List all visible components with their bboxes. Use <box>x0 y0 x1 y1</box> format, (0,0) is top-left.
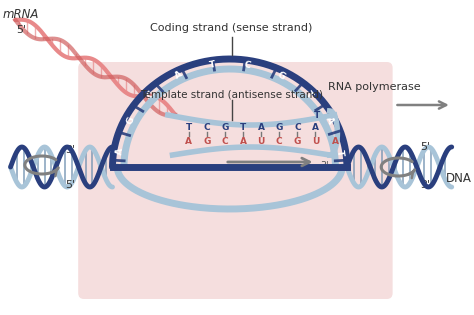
Text: C: C <box>294 123 301 131</box>
Text: A: A <box>258 123 264 131</box>
Text: DNA: DNA <box>446 171 472 185</box>
Text: C: C <box>222 136 228 146</box>
Text: A: A <box>173 70 184 81</box>
Text: G: G <box>275 123 283 131</box>
Text: RNA polymerase: RNA polymerase <box>328 82 420 92</box>
Text: A: A <box>332 136 339 146</box>
Text: C: C <box>276 136 283 146</box>
Text: T: T <box>314 111 320 119</box>
Text: T: T <box>240 123 246 131</box>
Text: Coding strand (sense strand): Coding strand (sense strand) <box>150 23 313 33</box>
Text: A: A <box>312 123 319 131</box>
Text: U: U <box>312 136 319 146</box>
Text: 3': 3' <box>320 161 329 171</box>
Text: T: T <box>335 149 345 156</box>
Text: 3': 3' <box>420 180 430 190</box>
Text: G: G <box>275 70 286 81</box>
Text: C: C <box>203 123 210 131</box>
Text: A: A <box>115 147 124 156</box>
Text: C: C <box>145 89 156 100</box>
Text: A: A <box>239 136 246 146</box>
Text: G: G <box>203 136 210 146</box>
Text: T: T <box>303 89 314 100</box>
Text: C: C <box>243 60 251 70</box>
Text: T: T <box>186 123 192 131</box>
Text: A: A <box>324 116 335 126</box>
Text: G: G <box>125 116 136 126</box>
Text: mRNA: mRNA <box>3 9 39 21</box>
Text: 3': 3' <box>65 145 76 155</box>
Text: U: U <box>257 136 265 146</box>
Text: G: G <box>294 136 301 146</box>
Text: 5': 5' <box>16 25 26 35</box>
FancyBboxPatch shape <box>78 62 392 299</box>
Text: 5': 5' <box>65 180 76 190</box>
Text: Template strand (antisense strand): Template strand (antisense strand) <box>140 90 323 100</box>
Text: T: T <box>208 60 216 70</box>
Text: 5': 5' <box>420 142 430 152</box>
Text: G: G <box>221 123 228 131</box>
Text: A: A <box>185 136 192 146</box>
